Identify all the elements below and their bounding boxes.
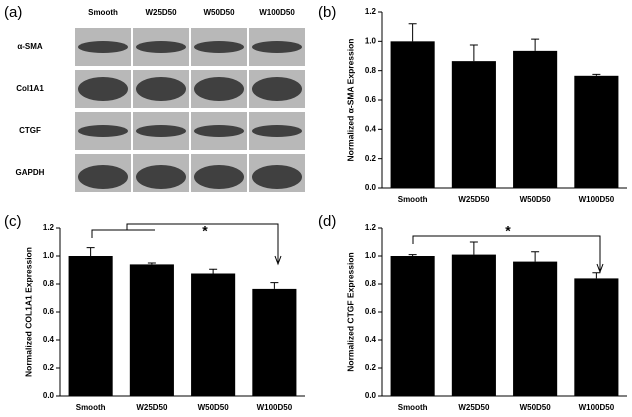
blot-band [136, 125, 186, 137]
blot-band [78, 41, 128, 53]
y-tick-label: 0.0 [43, 391, 55, 400]
error-bar [408, 23, 417, 42]
y-tick-label: 0.4 [365, 124, 377, 133]
column-label: W50D50 [203, 8, 235, 17]
y-tick-label: 0.2 [365, 363, 377, 372]
y-tick-label: 0.6 [43, 307, 55, 316]
bar [390, 41, 435, 189]
panel-label: (a) [4, 4, 22, 21]
x-tick-label: Smooth [398, 195, 428, 204]
y-tick-label: 0.0 [365, 183, 377, 192]
blot-band [252, 41, 302, 53]
y-tick-label: 1.2 [365, 7, 377, 16]
y-axis-label: Normalized COL1A1 Expression [23, 247, 33, 377]
y-tick-label: 1.2 [365, 223, 377, 232]
bar [129, 264, 174, 396]
blot-band [136, 165, 186, 189]
column-label: W25D50 [145, 8, 177, 17]
y-tick-label: 0.2 [365, 154, 377, 163]
x-tick-label: W50D50 [520, 195, 552, 204]
y-tick-label: 0.8 [365, 66, 377, 75]
y-axis-label: Normalized α-SMA Expression [345, 39, 355, 162]
y-tick-label: 0.6 [365, 95, 377, 104]
y-tick-label: 0.4 [365, 335, 377, 344]
blot-band [78, 77, 128, 101]
error-bar [469, 241, 478, 255]
column-label: Smooth [88, 8, 118, 17]
error-bar [531, 38, 540, 51]
x-tick-label: W50D50 [520, 403, 552, 412]
blot-band [194, 165, 244, 189]
blot-band [252, 125, 302, 137]
y-tick-label: 0.4 [43, 335, 55, 344]
panel-label: (c) [4, 213, 22, 230]
error-bar [469, 44, 478, 62]
blot-band [252, 165, 302, 189]
bar [513, 50, 558, 188]
y-tick-label: 0.8 [365, 279, 377, 288]
bar [574, 75, 619, 188]
bar [252, 288, 297, 396]
bar [513, 261, 558, 396]
significance-bracket [412, 235, 601, 270]
row-label: Col1A1 [16, 84, 44, 93]
x-tick-label: W25D50 [458, 195, 490, 204]
blot-band [78, 165, 128, 189]
bar [451, 61, 496, 189]
y-tick-label: 1.0 [43, 251, 55, 260]
error-bar [209, 268, 218, 274]
blot-band [194, 41, 244, 53]
bracket-arrow [274, 255, 282, 266]
bar [574, 278, 619, 396]
y-axis-label: Normalized CTGF Expression [345, 252, 355, 372]
x-tick-label: Smooth [398, 403, 428, 412]
y-tick-label: 0.0 [365, 391, 377, 400]
row-label: CTGF [19, 126, 41, 135]
error-bar [147, 262, 156, 265]
significance-bracket [91, 223, 279, 262]
blot-band [194, 125, 244, 137]
error-bar [86, 247, 95, 256]
panel-label: (b) [318, 4, 336, 21]
y-tick-label: 1.0 [365, 36, 377, 45]
bracket-arrow [596, 263, 604, 274]
column-label: W100D50 [259, 8, 295, 17]
bar [68, 256, 113, 396]
bar [191, 273, 236, 396]
error-bar [592, 73, 601, 76]
blot-band [136, 77, 186, 101]
error-bar [408, 254, 417, 256]
x-tick-label: W25D50 [458, 403, 490, 412]
x-tick-label: W100D50 [579, 195, 615, 204]
blot-band [78, 125, 128, 137]
x-tick-label: W25D50 [136, 403, 168, 412]
y-tick-label: 0.8 [43, 279, 55, 288]
error-bar [592, 272, 601, 279]
panel-label: (d) [318, 213, 336, 230]
blot-band [136, 41, 186, 53]
error-bar [270, 282, 279, 289]
error-bar [531, 251, 540, 262]
x-tick-label: W100D50 [579, 403, 615, 412]
x-tick-label: Smooth [76, 403, 106, 412]
y-tick-label: 1.0 [365, 251, 377, 260]
row-label: GAPDH [16, 168, 45, 177]
blot-band [252, 77, 302, 101]
y-tick-label: 1.2 [43, 223, 55, 232]
x-tick-label: W100D50 [257, 403, 293, 412]
annotation: * [202, 223, 208, 239]
bar [451, 254, 496, 396]
x-tick-label: W50D50 [198, 403, 230, 412]
y-tick-label: 0.2 [43, 363, 55, 372]
y-tick-label: 0.6 [365, 307, 377, 316]
bar [390, 256, 435, 396]
blot-band [194, 77, 244, 101]
row-label: α-SMA [17, 42, 43, 51]
annotation: * [505, 223, 511, 239]
